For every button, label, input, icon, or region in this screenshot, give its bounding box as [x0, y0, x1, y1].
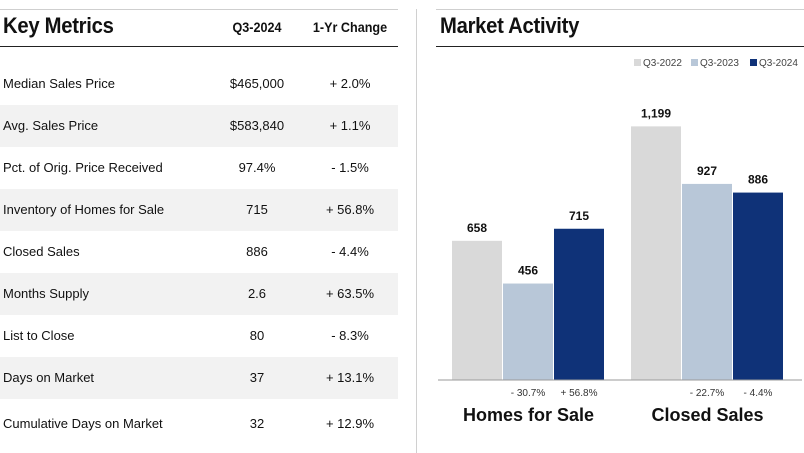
metric-value: 37: [249, 370, 265, 385]
metric-change: + 56.8%: [325, 202, 375, 217]
chart-title: Market Activity: [440, 13, 580, 38]
bar-closed-sales-q3-2022: [631, 126, 681, 380]
legend-label-q3-2023: Q3-2023: [700, 58, 739, 69]
metric-change: - 4.4%: [331, 244, 369, 259]
bar-closed-sales-q3-2023: [682, 183, 732, 380]
metric-value: 32: [249, 416, 265, 431]
metric-change: + 13.1%: [325, 370, 375, 385]
table-row: Cumulative Days on Market 32 + 12.9%: [0, 399, 398, 441]
legend-label-q3-2024: Q3-2024: [759, 58, 798, 69]
key-metrics-table: Key Metrics Q3-2024 1-Yr Change Median S…: [0, 0, 398, 453]
change-label: + 56.8%: [561, 388, 598, 399]
table-row: Days on Market 37 + 13.1%: [0, 357, 398, 399]
category-label-homes-for-sale: Homes for Sale: [463, 405, 594, 425]
table-row: Median Sales Price $465,000 + 2.0%: [0, 63, 398, 105]
bar-homes-for-sale-q3-2024: [554, 228, 604, 380]
metric-change: + 12.9%: [325, 416, 375, 431]
metric-label: Cumulative Days on Market: [3, 416, 163, 431]
metric-label: Days on Market: [3, 370, 95, 385]
bar-value-label: 715: [569, 209, 589, 223]
metric-value: 2.6: [247, 286, 267, 301]
metric-change: + 2.0%: [329, 76, 371, 91]
change-column-header: 1-Yr Change: [312, 19, 388, 35]
change-label: - 4.4%: [744, 388, 773, 399]
title-rule: [436, 46, 804, 47]
metric-label: Closed Sales: [3, 244, 80, 259]
table-title: Key Metrics: [3, 13, 114, 38]
metric-label: Months Supply: [3, 286, 89, 301]
metric-label: Avg. Sales Price: [3, 118, 99, 133]
table-header: Key Metrics Q3-2024 1-Yr Change: [0, 10, 398, 47]
category-label-closed-sales: Closed Sales: [651, 405, 763, 425]
bar-homes-for-sale-q3-2023: [503, 283, 553, 380]
bar-value-label: 927: [697, 164, 717, 178]
metric-label: Median Sales Price: [3, 76, 115, 91]
metric-label: Inventory of Homes for Sale: [3, 202, 165, 217]
change-label: - 30.7%: [511, 388, 546, 399]
metric-label: Pct. of Orig. Price Received: [3, 160, 163, 175]
table-row: Pct. of Orig. Price Received 97.4% - 1.5…: [0, 147, 398, 189]
metric-value: $465,000: [229, 76, 285, 91]
metric-value: 80: [249, 328, 265, 343]
metric-change: - 1.5%: [331, 160, 369, 175]
top-rule: [436, 9, 804, 10]
metric-change: + 63.5%: [325, 286, 375, 301]
change-label: - 22.7%: [690, 388, 725, 399]
metric-value: 97.4%: [238, 160, 276, 175]
table-row: Closed Sales 886 - 4.4%: [0, 231, 398, 273]
legend-swatch-q3-2024: [750, 59, 757, 66]
bar-value-label: 456: [518, 264, 538, 278]
top-rule: [0, 9, 398, 10]
metric-label: List to Close: [3, 328, 75, 343]
table-body: Median Sales Price $465,000 + 2.0% Avg. …: [0, 63, 398, 441]
chart-canvas: Q3-2022 Q3-2023 Q3-2024 658 456 - 30.7% 715 + 5…: [438, 58, 802, 425]
market-activity-chart: Market Activity Q3-2022 Q3-2023 Q3-2024 658…: [436, 0, 804, 453]
metric-value: 715: [246, 202, 268, 217]
period-column-header: Q3-2024: [232, 19, 282, 35]
table-row: Avg. Sales Price $583,840 + 1.1%: [0, 105, 398, 147]
legend-swatch-q3-2023: [691, 59, 698, 66]
table-row: Inventory of Homes for Sale 715 + 56.8%: [0, 189, 398, 231]
bar-value-label: 886: [748, 173, 768, 187]
bar-closed-sales-q3-2024: [733, 192, 783, 380]
metric-change: - 8.3%: [331, 328, 369, 343]
metric-change: + 1.1%: [329, 118, 371, 133]
legend-swatch-q3-2022: [634, 59, 641, 66]
bar-value-label: 1,199: [641, 106, 671, 120]
legend-label-q3-2022: Q3-2022: [643, 58, 682, 69]
table-row: Months Supply 2.6 + 63.5%: [0, 273, 398, 315]
bar-value-label: 658: [467, 221, 487, 235]
metric-value: $583,840: [229, 118, 285, 133]
table-row: List to Close 80 - 8.3%: [0, 315, 398, 357]
panel-divider: [416, 9, 417, 453]
metric-value: 886: [246, 244, 268, 259]
bar-homes-for-sale-q3-2022: [452, 240, 502, 380]
